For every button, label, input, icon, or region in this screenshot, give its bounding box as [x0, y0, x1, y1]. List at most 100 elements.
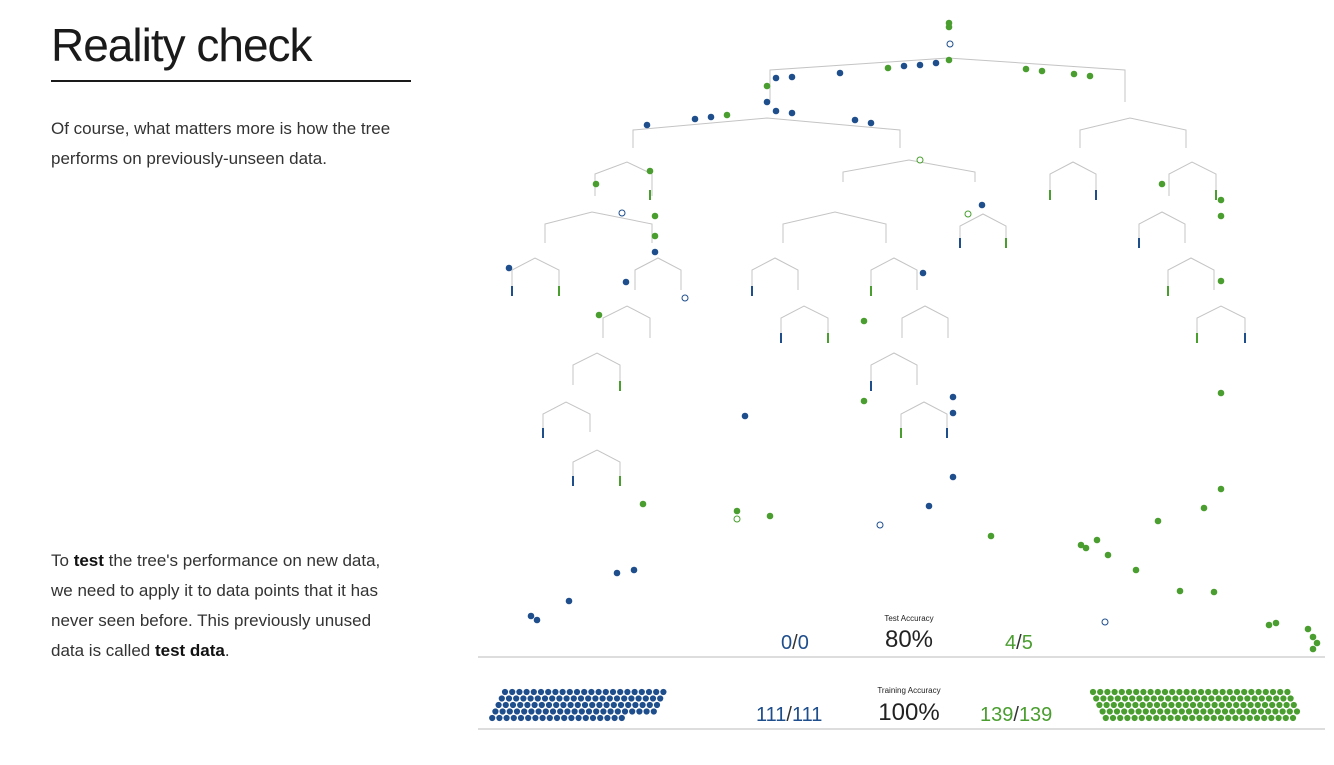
- training-point-green: [1197, 701, 1204, 709]
- data-point-green: [987, 532, 995, 540]
- data-point-blue: [643, 121, 651, 129]
- data-point-blue: [707, 113, 715, 121]
- training-point-blue: [530, 688, 537, 696]
- training-point-blue: [570, 695, 577, 702]
- training-point-blue: [563, 695, 570, 702]
- training-point-green: [1117, 701, 1125, 709]
- training-point-green: [1139, 701, 1146, 709]
- training-point-green: [1181, 714, 1189, 722]
- test-data-paragraph: To test the tree's performance on new da…: [51, 546, 396, 666]
- training-point-blue: [618, 714, 625, 722]
- data-point-green: [1200, 504, 1208, 512]
- data-point-blue: [622, 278, 630, 286]
- training-point-blue: [509, 701, 517, 709]
- training-point-blue: [568, 714, 575, 722]
- data-point-green: [1022, 65, 1030, 73]
- training-point-blue: [564, 708, 571, 715]
- training-point-green: [1165, 695, 1172, 702]
- training-point-green: [1207, 708, 1214, 715]
- tree-split-node: [1138, 211, 1186, 243]
- training-point-green: [1243, 708, 1250, 715]
- data-point-blue: [527, 612, 535, 620]
- training-point-green: [1125, 701, 1132, 709]
- training-point-green: [1143, 695, 1150, 702]
- data-point-green: [1132, 566, 1140, 574]
- training-point-blue: [524, 701, 531, 709]
- data-point-blue: [505, 264, 513, 272]
- training-point-green: [1244, 695, 1251, 702]
- data-point-blue: [788, 109, 796, 117]
- data-point-blue: [925, 502, 933, 510]
- training-point-blue: [535, 708, 542, 715]
- training-points-green-stack: [1089, 688, 1301, 722]
- training-point-blue: [499, 708, 506, 715]
- training-point-green: [1175, 701, 1182, 709]
- tree-split-node: [870, 257, 918, 290]
- training-point-blue: [559, 688, 566, 696]
- tree-split-node: [870, 352, 918, 385]
- training-point-blue: [625, 701, 632, 709]
- training-point-blue: [581, 688, 588, 696]
- training-point-green: [1286, 708, 1293, 715]
- data-point-green: [651, 232, 659, 240]
- training-point-blue: [552, 688, 559, 696]
- training-point-green: [1168, 701, 1175, 709]
- data-point-blue: [681, 294, 689, 302]
- tree-split-node: [602, 305, 651, 338]
- training-point-blue: [502, 701, 509, 709]
- page-title: Reality check: [51, 19, 313, 71]
- training-point-blue: [610, 701, 617, 709]
- training-point-green: [1236, 708, 1243, 715]
- tree-split-node: [1168, 161, 1217, 196]
- training-point-green: [1262, 688, 1269, 696]
- data-point-green: [592, 180, 600, 188]
- training-blue-total: 111: [791, 704, 823, 726]
- data-point-green: [1176, 587, 1184, 595]
- training-point-green: [1110, 701, 1117, 709]
- training-point-green: [1246, 714, 1253, 722]
- test-green-total: 5: [1021, 632, 1033, 654]
- data-point-blue: [946, 40, 954, 48]
- tree-split-node: [632, 117, 901, 148]
- emphasis-test-data: test data: [154, 641, 225, 660]
- data-point-green: [964, 210, 972, 218]
- data-point-blue: [788, 73, 796, 81]
- training-point-green: [1185, 708, 1193, 715]
- training-point-green: [1103, 701, 1110, 709]
- training-point-blue: [520, 695, 527, 702]
- training-point-blue: [521, 708, 528, 715]
- data-point-green: [1038, 67, 1046, 75]
- training-point-blue: [560, 701, 567, 709]
- test-green-fraction: 4/5: [1005, 632, 1033, 654]
- data-point-green: [639, 500, 647, 508]
- training-point-blue: [557, 708, 564, 715]
- training-point-green: [1190, 688, 1197, 696]
- training-point-blue: [588, 688, 595, 696]
- training-point-green: [1169, 688, 1176, 696]
- training-point-blue: [596, 701, 603, 709]
- training-point-blue: [531, 701, 538, 709]
- training-point-blue: [585, 695, 592, 702]
- training-point-green: [1171, 708, 1178, 715]
- training-point-green: [1215, 695, 1222, 702]
- training-point-green: [1239, 714, 1246, 722]
- training-point-green: [1133, 688, 1140, 696]
- data-point-blue: [916, 61, 924, 69]
- training-point-blue: [639, 701, 646, 709]
- test-accuracy-value: 80%: [884, 626, 934, 653]
- data-point-green: [1217, 277, 1225, 285]
- data-point-blue: [1101, 618, 1109, 626]
- training-point-green: [1138, 714, 1145, 722]
- data-point-green: [1272, 619, 1280, 627]
- training-point-blue: [592, 695, 599, 702]
- tree-split-node: [1079, 117, 1187, 148]
- training-point-green: [1203, 714, 1210, 722]
- training-point-blue: [642, 695, 649, 702]
- tree-split-node: [1196, 305, 1246, 338]
- training-point-green: [1106, 708, 1113, 715]
- training-point-blue: [561, 714, 568, 722]
- training-point-blue: [621, 695, 628, 702]
- training-point-green: [1146, 701, 1153, 709]
- data-point-green: [651, 212, 659, 220]
- training-accuracy-value: 100%: [878, 699, 940, 726]
